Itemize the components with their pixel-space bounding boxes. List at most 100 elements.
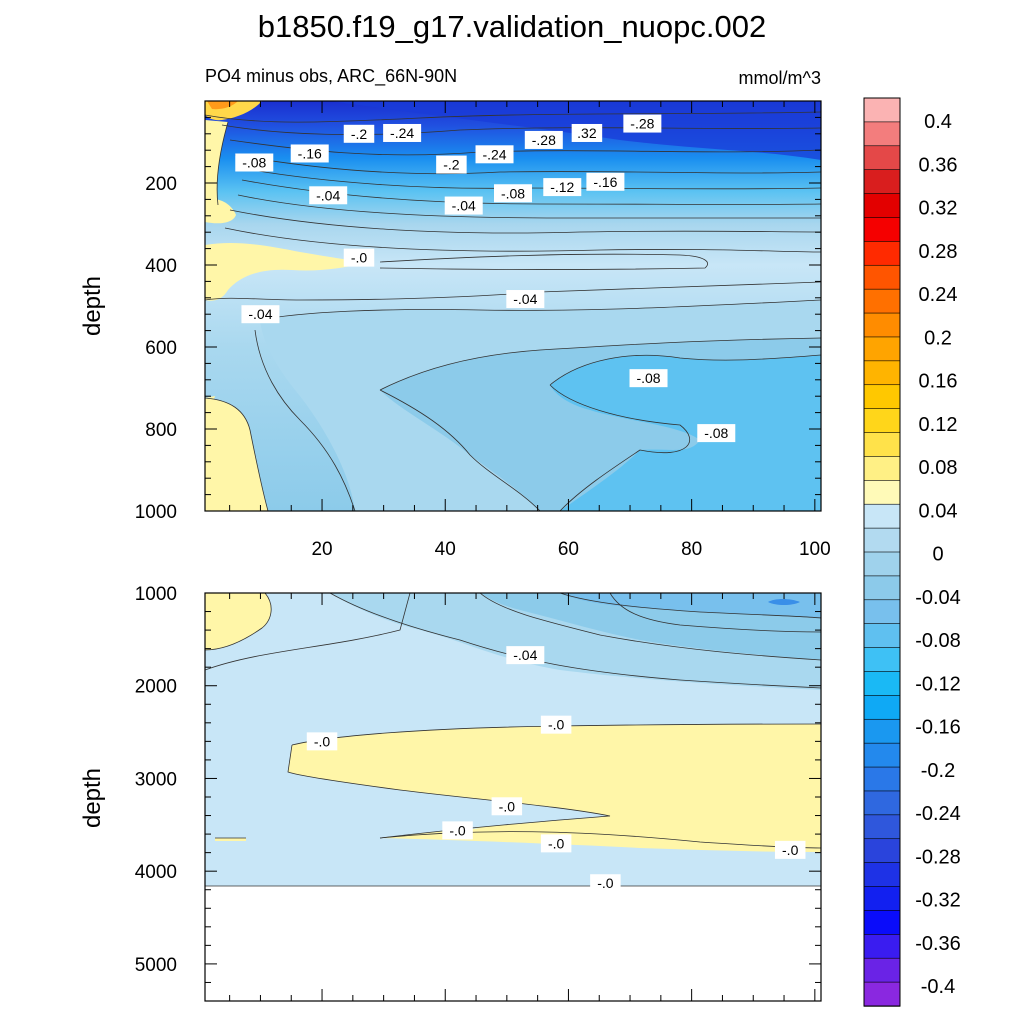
colorbar-swatch — [863, 695, 901, 720]
contour-label-text: -.16 — [298, 145, 322, 161]
contour-label-text: -.2 — [351, 126, 368, 142]
bottom-negative-band-top — [560, 593, 821, 618]
colorbar-label: 0.12 — [919, 414, 958, 436]
colorbar-swatch — [863, 790, 901, 816]
contour-label-text: -.04 — [452, 198, 476, 214]
contour-label-text: -.28 — [630, 116, 654, 132]
colorbar-swatch — [863, 838, 901, 864]
bottom-x-axis — [229, 593, 816, 1001]
colorbar-swatch — [863, 241, 901, 266]
colorbar-swatch — [863, 432, 901, 458]
contour-label-box — [506, 290, 545, 309]
chart-title: b1850.f19_g17.validation_nuopc.002 — [258, 9, 767, 44]
contour-label-box — [306, 732, 338, 751]
contour-label-box — [383, 123, 422, 142]
contour-label-text: -.04 — [248, 306, 272, 322]
contour-label-text: -.28 — [532, 132, 556, 148]
contour-label: -.04 — [444, 196, 483, 215]
top-positive-patch-upper — [205, 199, 236, 224]
contour-label: -.12 — [543, 178, 582, 197]
top-panel: PO4 minus obs, ARC_66N-90N mmol/m^3 — [79, 66, 831, 560]
y-tick-label: 2000 — [135, 677, 177, 698]
bottom-y-axis: 1000 2000 3000 4000 5000 — [135, 584, 821, 1002]
colorbar-swatch — [863, 957, 901, 983]
contour-label-text: -.0 — [782, 842, 799, 858]
colorbar-label: -0.2 — [921, 760, 955, 782]
contour-label-text: -.0 — [351, 250, 368, 266]
colorbar-swatch — [863, 408, 901, 434]
contour-label-text: -.0 — [499, 798, 516, 814]
bottom-positive-upper-left — [205, 593, 272, 650]
contour-label-box — [475, 145, 514, 164]
colorbar-swatch — [863, 575, 901, 601]
x-tick-label: 20 — [311, 539, 332, 560]
bottom-contour-labels: -.04 -.0 -.0 -.0 -.0 -.0 -.0 -.0 — [306, 646, 806, 893]
top-y-axis: 200 400 600 800 1000 — [135, 100, 821, 523]
colorbar-label: 0.04 — [919, 500, 958, 522]
colorbar-label: 0.32 — [919, 198, 958, 220]
contour-label-box — [543, 178, 582, 197]
colorbar-label: -0.32 — [915, 890, 961, 912]
contour-label-box — [444, 196, 483, 215]
contour-label: -.2 — [436, 155, 467, 174]
contour-label: -.24 — [383, 123, 422, 142]
contour-label: -.08 — [697, 424, 736, 443]
contour-label: -.16 — [586, 172, 625, 191]
x-tick-label: 60 — [558, 539, 579, 560]
colorbar-swatch — [863, 742, 901, 768]
y-tick-label: 1000 — [135, 584, 177, 605]
top-contour-field — [205, 101, 821, 511]
colorbar-swatch — [863, 766, 901, 792]
top-x-axis: 20 40 60 80 100 — [229, 101, 831, 560]
x-tick-label: 40 — [435, 539, 456, 560]
colorbar-label: 0.2 — [924, 327, 952, 349]
top-negative-0.08-zone — [550, 355, 821, 511]
contour-label-text: .32 — [577, 125, 597, 141]
top-positive-patch-mid — [205, 242, 370, 301]
contour-label: .32 — [571, 123, 603, 142]
top-positive-peak — [207, 101, 238, 110]
contour-label-text: -.08 — [636, 370, 660, 386]
contour-label: -.0 — [540, 834, 572, 853]
colorbar-label: 0 — [932, 544, 943, 566]
top-positive-deep-left — [205, 398, 268, 511]
colorbar-swatch — [863, 551, 901, 577]
colorbar-label: -0.36 — [915, 933, 961, 955]
contour-label-box — [494, 184, 532, 203]
contour-label-text: -.04 — [513, 647, 537, 663]
contour-label-text: -.0 — [314, 733, 331, 749]
contour-label: -.0 — [491, 797, 523, 816]
colorbar-swatch — [863, 336, 901, 362]
colorbar-swatch — [863, 456, 901, 482]
contour-label-box — [571, 123, 603, 142]
colorbar-swatch — [863, 97, 901, 123]
y-tick-label: 200 — [145, 174, 177, 195]
contour-label-box — [586, 172, 625, 191]
contour-label-box — [506, 646, 545, 665]
colorbar-label: 0.08 — [919, 457, 958, 479]
colorbar-swatch — [863, 934, 901, 959]
contour-label: -.2 — [343, 124, 375, 143]
colorbar-swatch — [863, 647, 901, 673]
contour-label: -.0 — [540, 715, 572, 734]
colorbar-label: 0.16 — [919, 371, 958, 393]
contour-label-box — [241, 305, 280, 324]
x-tick-label: 80 — [681, 539, 702, 560]
y-tick-label: 800 — [145, 420, 177, 441]
bottom-y-axis-label: depth — [79, 768, 106, 828]
y-tick-label: 600 — [145, 338, 177, 359]
contour-label-box — [629, 369, 668, 388]
contour-label-box — [343, 124, 375, 143]
contour-label: -.24 — [475, 145, 514, 164]
colorbar-label: -0.04 — [915, 587, 961, 609]
colorbar-swatch — [863, 145, 901, 171]
contour-label-text: -.0 — [548, 717, 565, 733]
contour-label-text: -.04 — [316, 187, 340, 203]
colorbar-swatch — [863, 527, 901, 553]
colorbar-label: -0.16 — [915, 717, 961, 739]
colorbar-swatch — [863, 623, 901, 649]
y-tick-label: 400 — [145, 256, 177, 277]
colorbar-label: -0.28 — [915, 846, 961, 868]
y-tick-label: 4000 — [135, 862, 177, 883]
